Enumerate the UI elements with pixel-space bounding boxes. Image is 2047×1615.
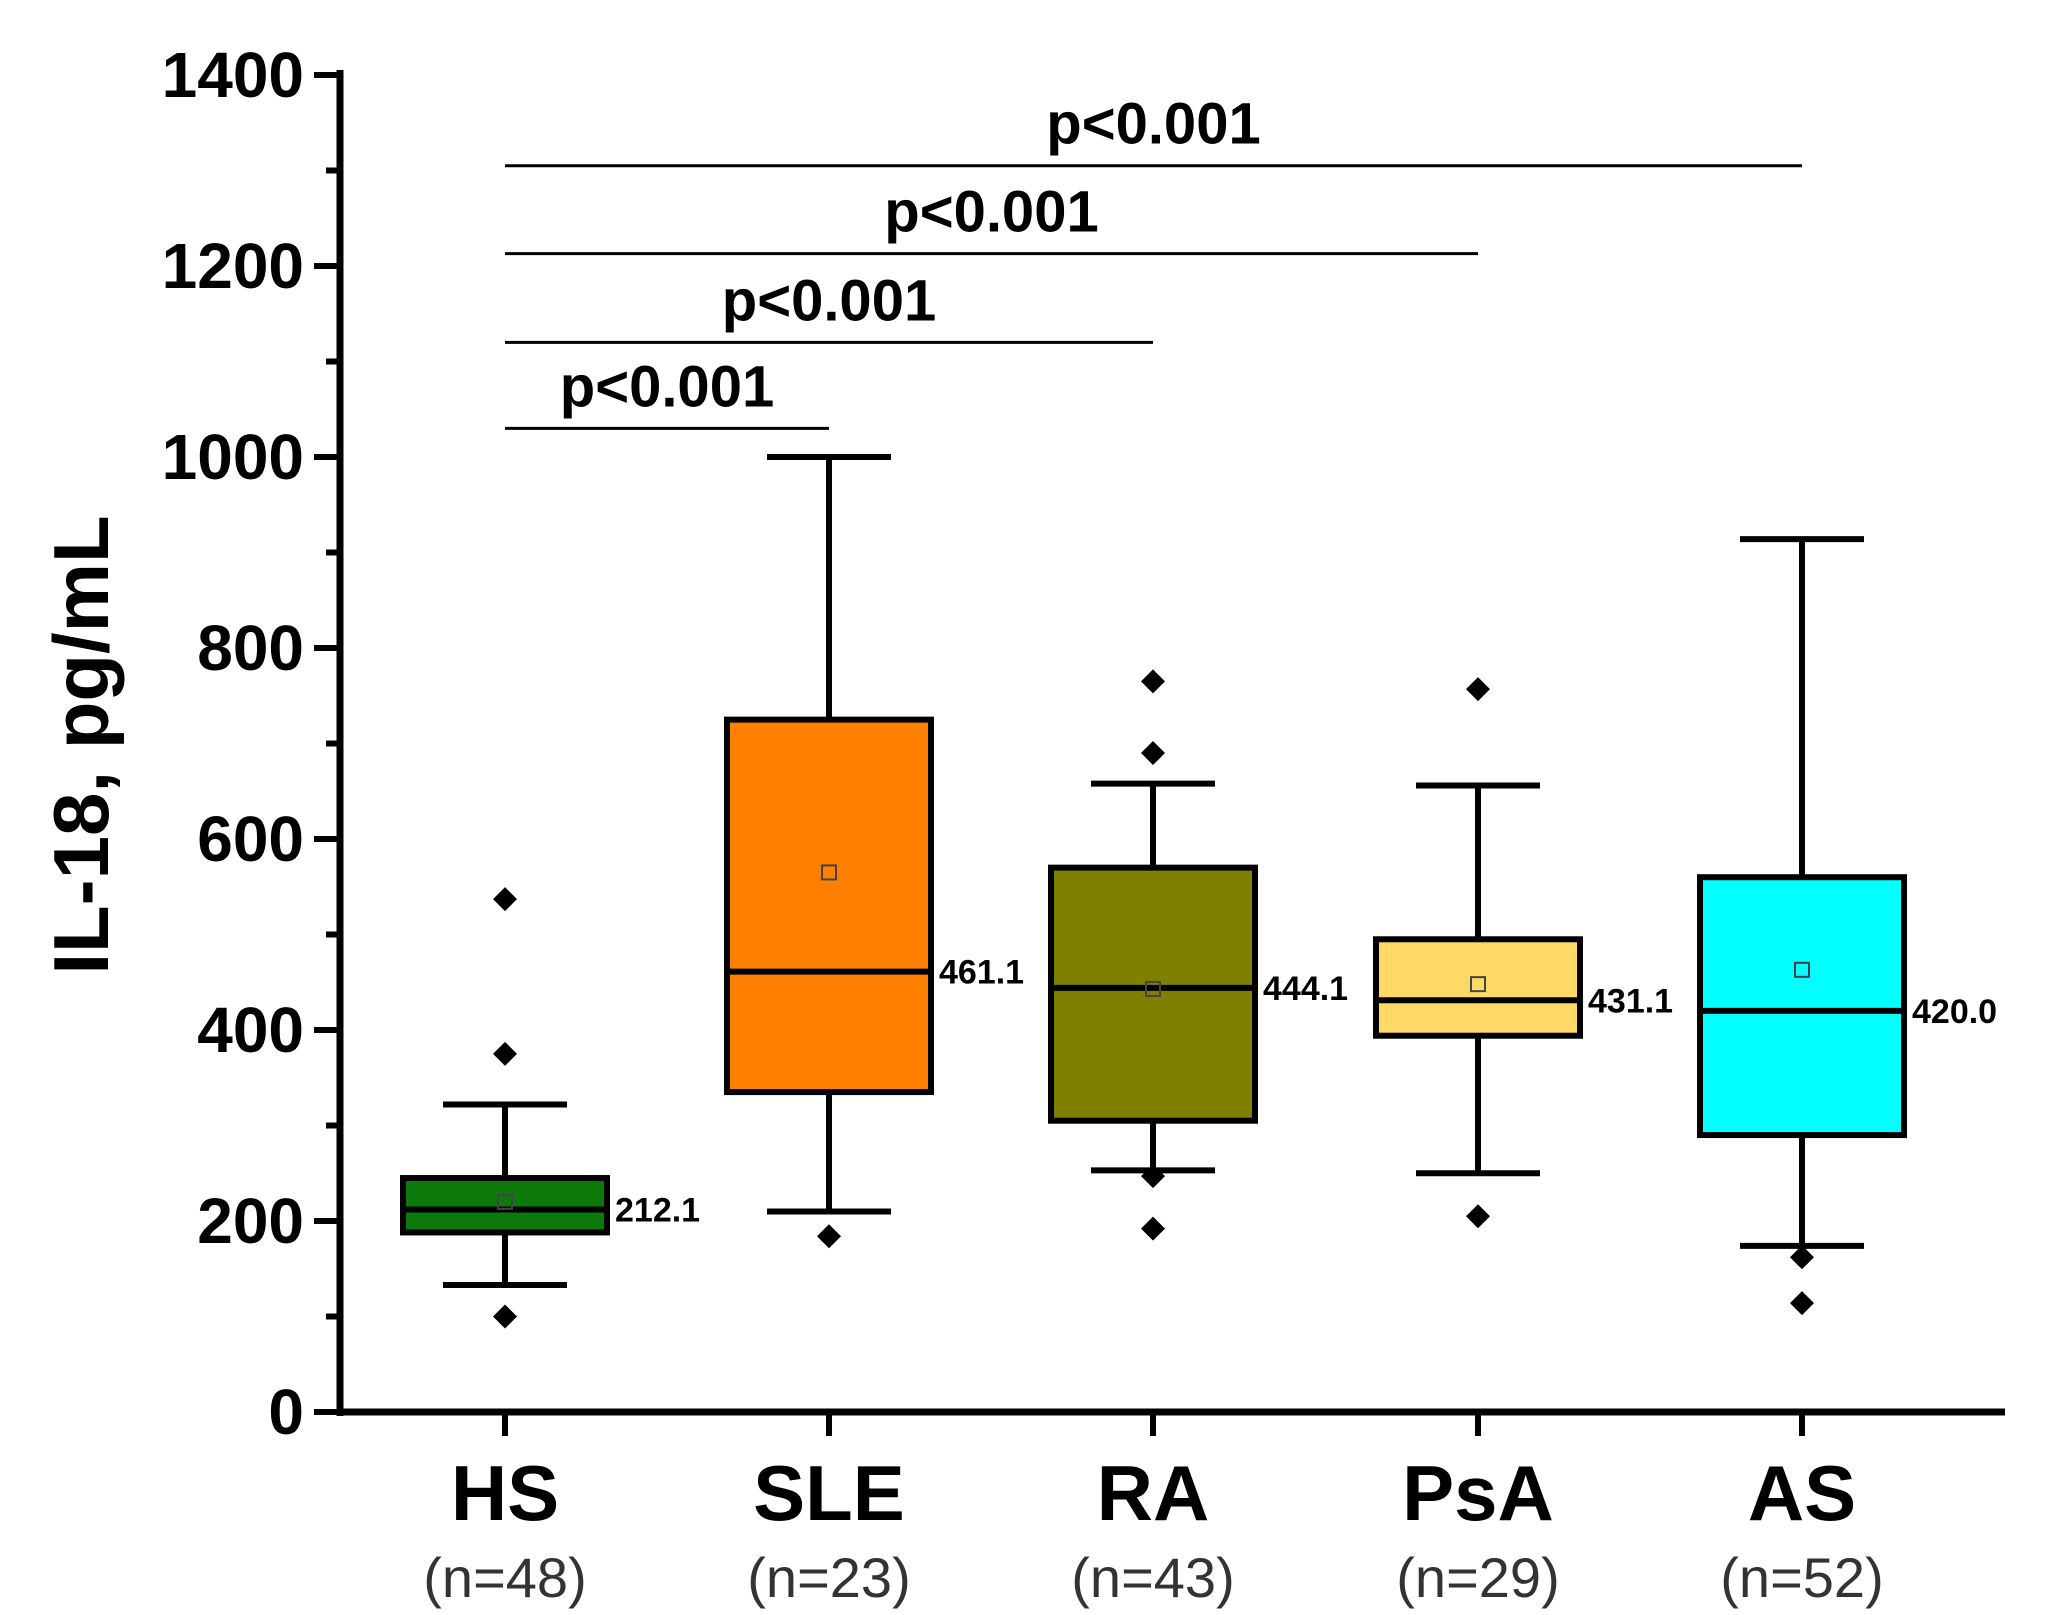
p-value-label: p<0.001 <box>1046 92 1260 157</box>
p-value-label: p<0.001 <box>884 180 1098 245</box>
box-group-hs: 212.1 <box>400 887 700 1329</box>
p-value-label: p<0.001 <box>722 268 936 333</box>
median-value-label: 431.1 <box>1588 982 1673 1020</box>
p-value-label: p<0.001 <box>560 354 774 419</box>
x-category-label: AS <box>1748 1449 1856 1537</box>
iqr-box <box>724 716 934 1096</box>
outlier-point <box>1141 669 1165 694</box>
significance-annotations: p<0.001 p<0.001 p<0.001 p<0.001 <box>505 92 1802 430</box>
sample-size-label: (n=43) <box>1071 1546 1234 1609</box>
x-category-label: HS <box>451 1449 559 1537</box>
iqr-box <box>1373 936 1583 1039</box>
y-tick-label: 400 <box>197 994 304 1066</box>
outlier-point <box>1790 1245 1814 1270</box>
sample-size-label: (n=52) <box>1720 1546 1883 1609</box>
outlier-point <box>1466 677 1490 702</box>
y-tick-label: 0 <box>268 1376 304 1448</box>
x-category-label: PsA <box>1402 1449 1554 1537</box>
median-value-label: 461.1 <box>939 954 1024 992</box>
sample-size-label: (n=29) <box>1396 1546 1559 1609</box>
box-group-as: 420.0 <box>1697 536 1997 1316</box>
box-groups: 212.1 461.1 444.1 431.1 420.0 <box>400 454 1997 1329</box>
outlier-point <box>1466 1204 1490 1229</box>
box-group-ra: 444.1 <box>1048 669 1348 1241</box>
median-value-label: 444.1 <box>1263 970 1348 1008</box>
mean-marker <box>1470 976 1486 993</box>
outlier-point <box>1141 741 1165 766</box>
outlier-point <box>493 1304 517 1329</box>
outlier-point <box>817 1224 841 1249</box>
y-tick-label: 200 <box>197 1185 304 1257</box>
y-axis-label: IL-18, pg/mL <box>37 515 125 974</box>
iqr-box <box>400 1175 610 1236</box>
y-axis: 0 200 400 600 800 1000 1200 1400 <box>162 39 344 1448</box>
outlier-point <box>1141 1164 1165 1189</box>
outlier-point <box>1790 1291 1814 1316</box>
median-value-label: 420.0 <box>1912 993 1997 1031</box>
box-group-sle: 461.1 <box>724 454 1024 1249</box>
x-category-label: SLE <box>753 1449 905 1537</box>
box-group-psa: 431.1 <box>1373 677 1673 1229</box>
mean-marker <box>1794 961 1810 978</box>
y-tick-label: 600 <box>197 803 304 875</box>
sample-size-label: (n=23) <box>747 1546 910 1609</box>
outlier-point <box>1141 1216 1165 1241</box>
mean-marker <box>497 1193 513 1210</box>
iqr-box <box>1697 874 1907 1139</box>
iqr-box <box>1048 864 1258 1124</box>
y-tick-label: 800 <box>197 612 304 684</box>
outlier-point <box>493 887 517 912</box>
x-category-label: RA <box>1097 1449 1210 1537</box>
y-tick-label: 1000 <box>162 421 304 493</box>
sample-size-label: (n=48) <box>423 1546 586 1609</box>
mean-marker <box>821 864 837 881</box>
x-axis: HS (n=48) SLE (n=23) RA (n=43) PsA (n=29) AS (n=5… <box>337 1408 2005 1609</box>
y-tick-label: 1400 <box>162 39 304 111</box>
mean-marker <box>1145 980 1161 997</box>
y-tick-label: 1200 <box>162 230 304 302</box>
outlier-point <box>493 1041 517 1066</box>
median-value-label: 212.1 <box>615 1191 700 1229</box>
